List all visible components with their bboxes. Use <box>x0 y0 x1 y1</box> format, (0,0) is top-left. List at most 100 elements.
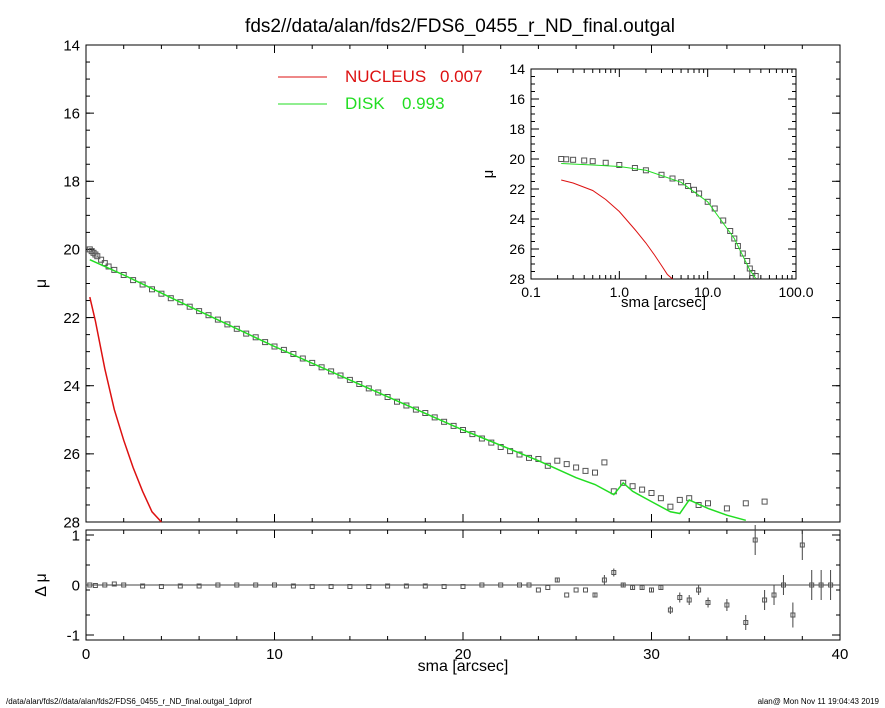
residual-data-point <box>403 583 409 589</box>
main-nucleus-curve <box>89 296 162 523</box>
residual-data-point <box>573 587 579 593</box>
main-data-point <box>186 303 193 310</box>
residual-y-tick-label: 1 <box>72 527 80 544</box>
inset-x-axis-label: sma [arcsec] <box>621 294 706 311</box>
residual-x-axis-label: sma [arcsec] <box>418 658 509 675</box>
main-data-point <box>205 312 212 319</box>
inset-data-point <box>616 162 623 168</box>
residual-data-point <box>422 583 428 589</box>
residual-y-tick-label: 0 <box>72 577 80 594</box>
residual-data-point <box>272 582 277 588</box>
main-data-point <box>120 272 127 278</box>
residual-data-point <box>799 542 805 548</box>
residual-data-point <box>92 583 98 588</box>
residual-data-point <box>479 582 485 588</box>
main-y-axis-label: μ <box>33 279 50 288</box>
main-y-tick-label: 24 <box>63 378 80 395</box>
residual-data-point <box>87 582 93 588</box>
residual-data-point <box>809 582 815 588</box>
main-data-point <box>262 339 269 346</box>
residual-data-point <box>215 582 221 588</box>
main-data-point <box>554 457 561 464</box>
residual-data-point <box>526 582 532 588</box>
inset-y-tick-label: 28 <box>509 271 525 287</box>
residual-x-tick-label: 20 <box>455 646 472 663</box>
main-data-point <box>705 500 711 507</box>
inset-data-point <box>570 156 577 163</box>
residual-y-tick-label: -1 <box>67 627 80 644</box>
main-y-tick-label: 28 <box>63 514 80 531</box>
inset-y-axis-label: μ <box>480 170 497 179</box>
main-y-tick-label: 18 <box>63 174 80 191</box>
main-data-point <box>620 479 627 486</box>
residual-data-point <box>790 612 796 618</box>
residual-data-point <box>818 582 824 588</box>
main-data-point <box>318 364 325 371</box>
main-data-point <box>592 469 598 476</box>
main-data-point <box>98 256 105 263</box>
main-data-point <box>177 299 184 306</box>
residual-data-point <box>771 592 777 598</box>
main-data-point <box>90 249 97 256</box>
residual-data-point <box>121 582 127 588</box>
footer-left-path: /data/alan/fds2//data/alan/fds2/FDS6_045… <box>6 697 252 706</box>
residual-data-point <box>309 584 315 589</box>
residual-data-point <box>677 595 683 600</box>
main-data-point <box>86 246 93 253</box>
inset-y-tick-label: 24 <box>509 211 525 227</box>
inset-disk-curve <box>561 163 757 279</box>
main-data-point <box>648 490 655 496</box>
main-y-tick-label: 14 <box>63 37 80 54</box>
inset-data-point <box>563 156 570 163</box>
residual-x-tick-label: 30 <box>643 646 660 663</box>
legend-label-disk: DISK <box>345 94 385 113</box>
main-data-point <box>441 418 448 425</box>
main-data-point <box>742 500 749 507</box>
residual-data-point <box>498 582 504 588</box>
inset-y-tick-label: 26 <box>509 241 525 257</box>
legend-label-nucleus: NUCLEUS <box>345 67 426 86</box>
chart-title: fds2//data/alan/fds2/FDS6_0455_r_ND_fina… <box>245 16 675 37</box>
residual-data-point <box>724 602 730 608</box>
inset-y-tick-label: 22 <box>509 181 525 197</box>
main-data-point <box>94 253 101 260</box>
inset-x-tick-label: 10.0 <box>694 284 721 300</box>
inset-data-point <box>752 273 759 279</box>
residual-data-point <box>583 587 588 593</box>
residual-data-point <box>592 592 598 598</box>
main-data-point <box>214 316 221 323</box>
residual-data-point <box>366 584 372 589</box>
residual-data-point <box>639 585 645 590</box>
residual-data-point <box>328 584 334 589</box>
inset-data-point <box>734 243 741 249</box>
inset-log-plot: 14 16 18 20 22 24 26 280.1 1.0 10.0 100.0 μ sma [arc… <box>480 61 814 311</box>
main-data-point <box>365 385 372 392</box>
main-data-point <box>233 325 240 332</box>
main-disk-curve <box>89 259 746 522</box>
residual-x-tick-label: 0 <box>82 646 90 663</box>
residual-data-point <box>102 582 108 588</box>
residual-data-point <box>762 597 768 603</box>
legend-value-disk: 0.993 <box>402 94 445 113</box>
main-data-point <box>563 461 570 468</box>
residual-data-point <box>385 583 391 589</box>
main-y-tick-label: 20 <box>63 242 80 259</box>
main-data-point <box>676 496 683 503</box>
residual-data-point <box>517 582 522 588</box>
inset-data-point <box>704 198 711 205</box>
residual-data-point <box>781 582 786 588</box>
inset-data-point <box>678 179 685 186</box>
main-data-point <box>375 389 382 396</box>
residual-data-point <box>564 592 570 598</box>
residual-data-point <box>111 581 117 587</box>
residual-x-tick-label: 40 <box>832 646 849 663</box>
main-y-tick-label: 26 <box>63 446 80 463</box>
inset-data-point <box>744 258 751 264</box>
inset-data-point <box>581 157 588 164</box>
residual-data-point <box>140 583 146 589</box>
residual-data-point <box>290 583 296 589</box>
inset-x-tick-label: 1.0 <box>610 284 630 300</box>
main-data-point <box>224 321 231 328</box>
main-data-point <box>460 427 466 433</box>
